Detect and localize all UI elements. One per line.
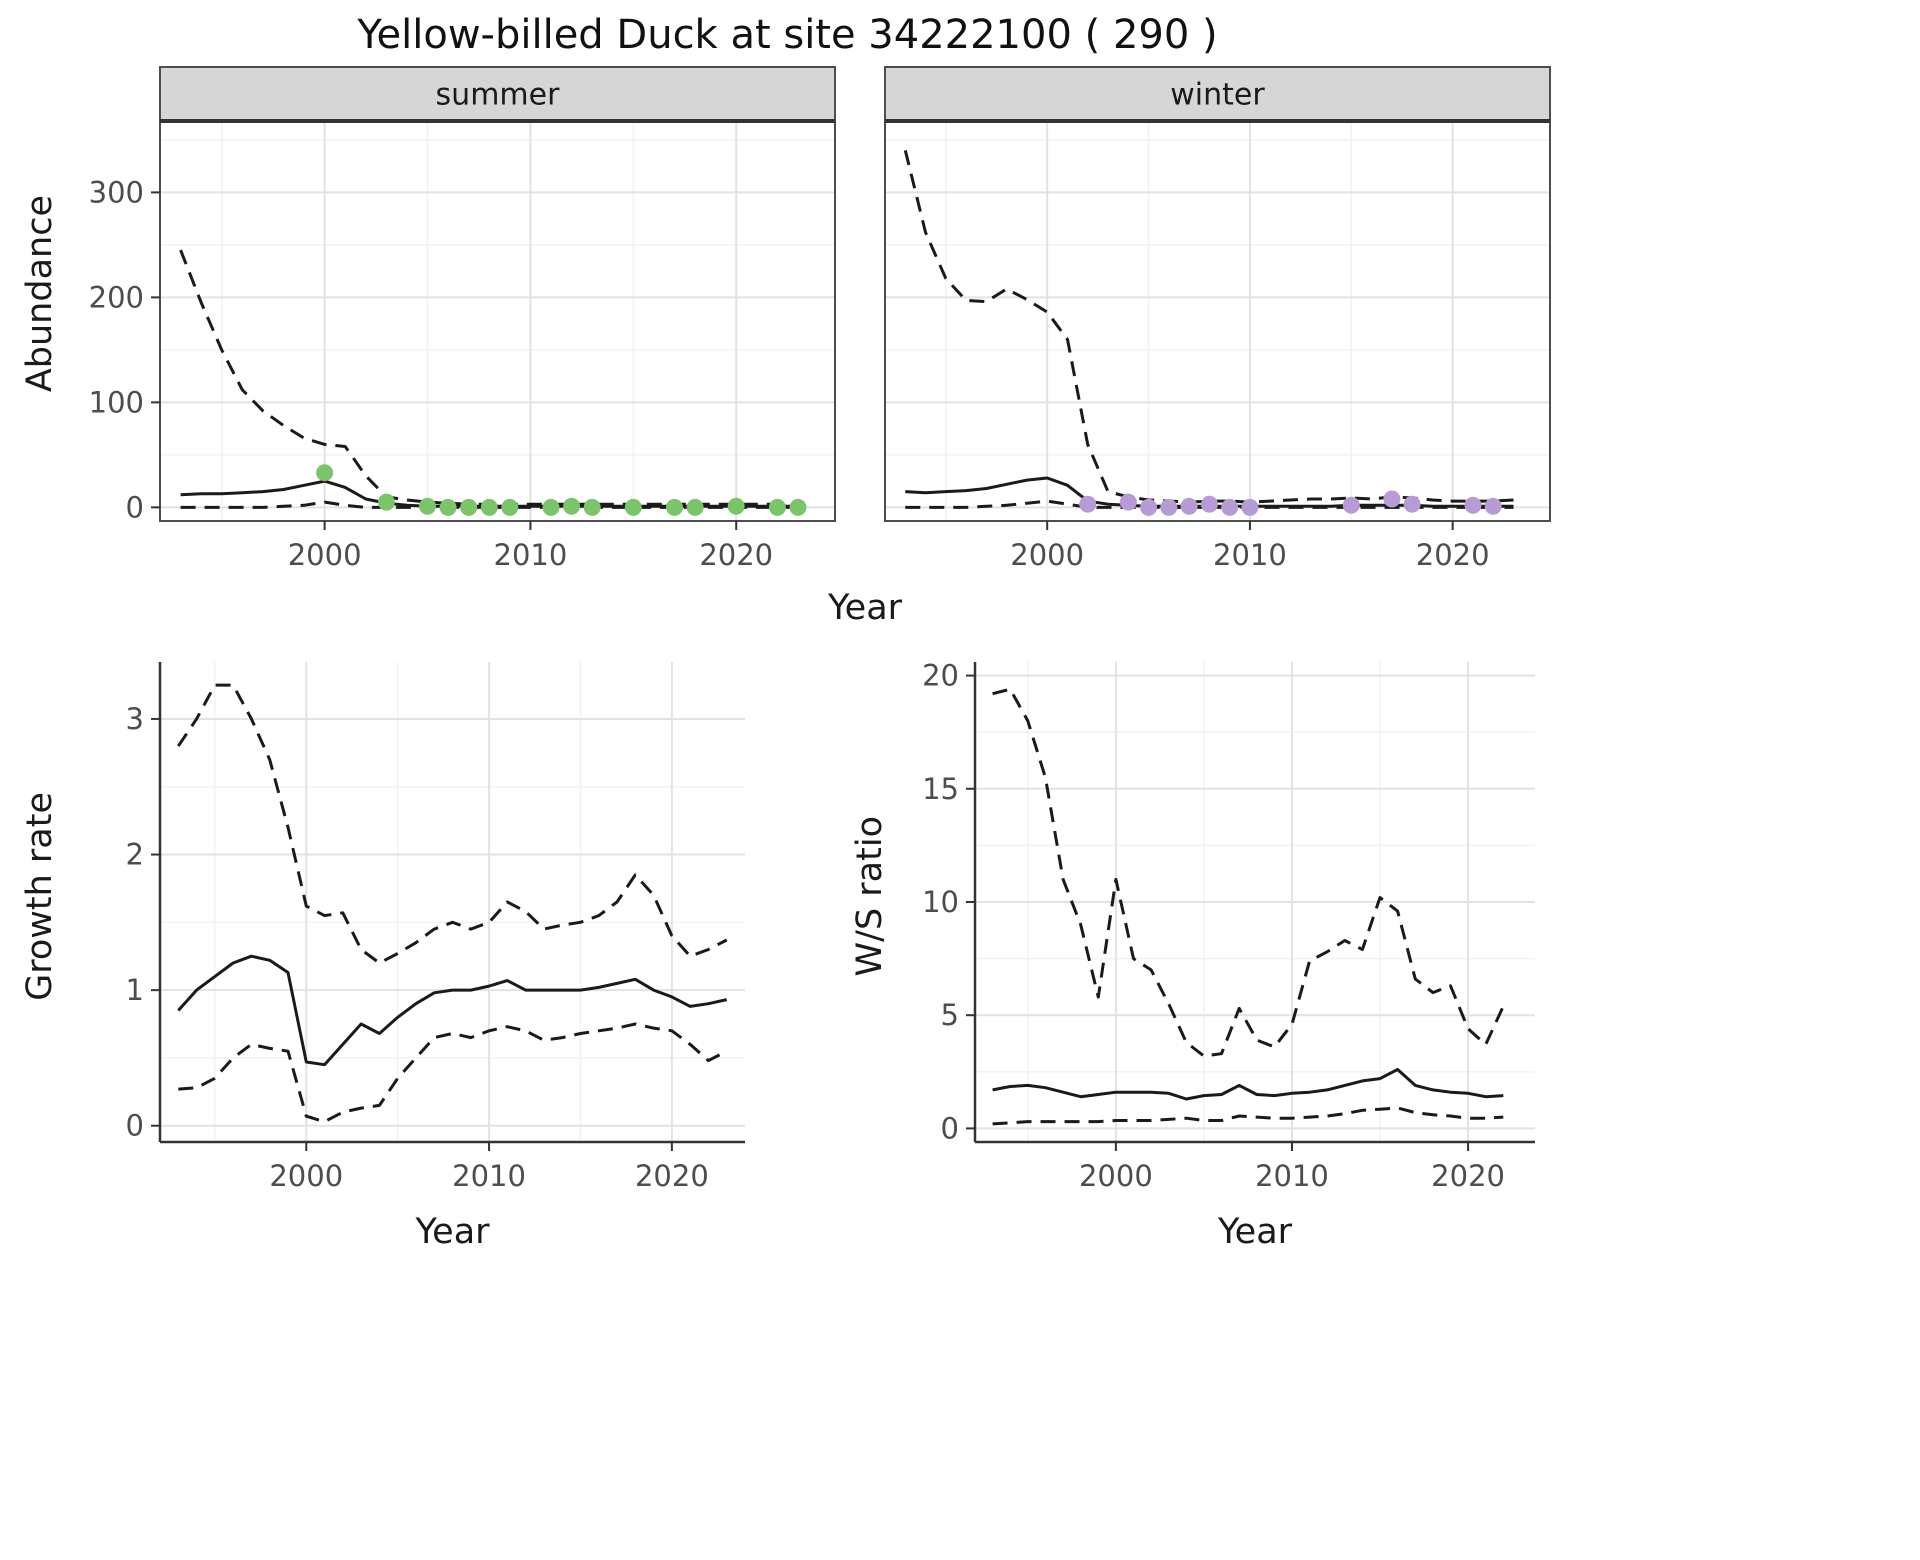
panel-background [160,662,745,1142]
x-tick-label: 2020 [635,1159,709,1193]
abundance-winter-chart: 2000 2010 2020 winter [884,66,1551,572]
observations-point [666,498,683,516]
observations-point [686,498,704,516]
upper-line [177,683,728,965]
lower-line [178,1022,728,1124]
observations-point [583,498,601,516]
x-tick-label: 2000 [1079,1159,1153,1193]
y-tick-label: 5 [941,998,959,1032]
facet-strip-label: summer [436,78,561,113]
ws-ratio-chart-column: 2000 2010 2020 0 5 10 15 20 Year [900,650,1550,1252]
observations-point [1484,497,1502,515]
x-tick-label: 2020 [1431,1159,1505,1193]
abundance-x-axis-label: Year [827,588,903,628]
observations-point [1241,498,1259,516]
median-line [992,1068,1504,1101]
observations-point [501,498,519,516]
lower-charts-row: Growth rate 2000 2010 2020 0 1 2 3 Year W/S ra… [10,650,1920,1252]
observations-point [460,498,478,516]
observations-point [1140,498,1158,516]
observations-point [542,498,560,516]
x-tick-label: 2000 [288,538,362,572]
x-tick-label: 2010 [1255,1159,1329,1193]
growth-rate-y-axis-label-column: Growth rate [10,650,70,1142]
x-tick-label: 2010 [452,1159,526,1193]
y-tick-label: 0 [126,1109,144,1143]
panel-background [885,121,1550,521]
observations-point [789,498,807,516]
y-tick-label: 3 [126,702,144,736]
abundance-y-axis-label: Abundance [20,194,60,393]
y-tick-label: 300 [89,175,144,209]
ws-ratio-y-axis-label: W/S ratio [850,815,890,977]
growth-rate-chart-column: 2000 2010 2020 0 1 2 3 Year [70,650,760,1252]
observations-point [727,497,745,515]
observations-point [377,493,395,511]
observations-point [1160,498,1178,516]
observations-point [1180,497,1198,515]
abundance-summer-chart: 2000 2010 2020 0 100 200 300 summer [89,66,836,572]
observations-point [624,498,642,516]
x-tick-label: 2020 [699,538,773,572]
observations-point [1464,496,1482,514]
abundance-row: Abundance 2000 2010 2020 0 100 200 300 summer 2… [10,66,1920,586]
facet-strip-label: winter [1170,78,1265,113]
ws-ratio-chart: 2000 2010 2020 0 5 10 15 20 [922,659,1535,1193]
x-tick-label: 2020 [1416,538,1490,572]
y-tick-label: 2 [126,838,144,872]
observations-point [1079,495,1097,513]
abundance-y-axis-label-column: Abundance [10,66,70,521]
observations-point [316,464,334,482]
y-tick-label: 20 [922,659,959,693]
observations-point [1200,495,1218,513]
observations-point [1119,493,1137,511]
x-tick-label: 2010 [1213,538,1287,572]
growth-rate-chart: 2000 2010 2020 0 1 2 3 [126,662,745,1193]
y-tick-label: 100 [89,385,144,419]
panel-background [160,121,835,521]
figure-title: Yellow-billed Duck at site 34222100 ( 29… [357,12,1218,58]
ws-ratio-x-axis-label: Year [1217,1212,1293,1252]
figure: Yellow-billed Duck at site 34222100 ( 29… [10,12,1920,1252]
observations-point [419,497,436,515]
y-tick-label: 0 [941,1111,959,1145]
y-tick-label: 200 [89,280,144,314]
upper-line [992,687,1505,1058]
median-line [177,954,728,1067]
observations-point [563,497,581,515]
observations-point [1221,498,1239,516]
growth-rate-y-axis-label: Growth rate [20,791,60,1001]
ws-ratio-panel: W/S ratio 2000 2010 2020 0 5 10 15 20 Year [840,650,1550,1252]
observations-point [480,498,498,516]
ws-ratio-y-axis-label-column: W/S ratio [840,650,900,1142]
observations-point [1342,496,1360,514]
observations-point [768,498,786,516]
y-tick-label: 15 [922,772,959,806]
growth-rate-x-axis-label: Year [415,1212,490,1252]
x-tick-label: 2000 [1010,538,1084,572]
facet-panel-summer: 2000 2010 2020 0 100 200 300 summer [70,66,850,586]
x-tick-label: 2010 [494,538,568,572]
y-tick-label: 1 [126,973,144,1007]
facet-panel-winter: 2000 2010 2020 winter [865,66,1565,586]
y-tick-label: 0 [126,490,144,524]
lower-line [992,1106,1504,1126]
y-tick-label: 10 [922,885,959,919]
observations-point [1403,495,1421,513]
observations-point [1383,490,1401,508]
x-tick-label: 2000 [269,1159,343,1193]
facet-strip [884,66,1551,122]
growth-rate-panel: Growth rate 2000 2010 2020 0 1 2 3 Year [10,650,760,1252]
observations-point [439,498,457,516]
